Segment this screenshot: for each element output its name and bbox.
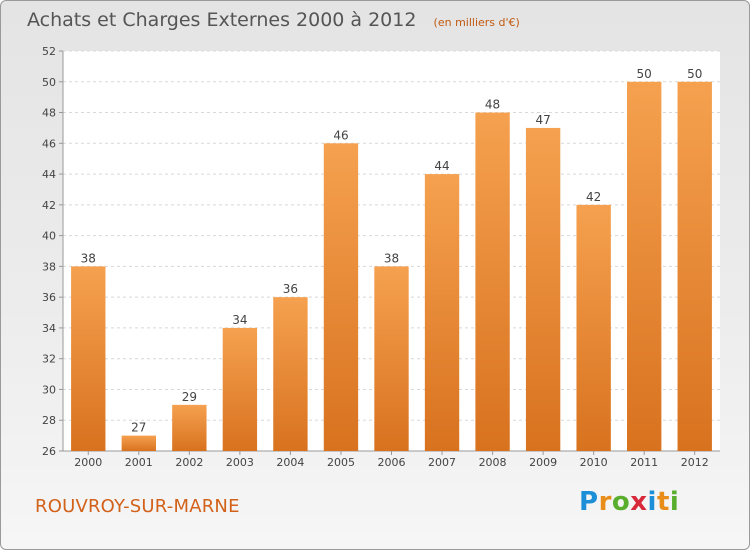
data-label-2003: 34 xyxy=(232,313,247,327)
x-tick-label-2007: 2007 xyxy=(428,456,456,469)
data-label-2011: 50 xyxy=(637,67,652,81)
data-label-2002: 29 xyxy=(182,390,197,404)
x-tick-label-2010: 2010 xyxy=(580,456,608,469)
x-tick-label-2000: 2000 xyxy=(74,456,102,469)
bar-2011 xyxy=(627,81,662,452)
data-label-2007: 44 xyxy=(434,159,449,173)
x-tick-label-2008: 2008 xyxy=(479,456,507,469)
data-label-2001: 27 xyxy=(131,421,146,435)
bar-2010 xyxy=(576,204,611,451)
data-label-2004: 36 xyxy=(283,282,298,296)
x-tick-label-2004: 2004 xyxy=(276,456,304,469)
data-label-2000: 38 xyxy=(81,251,96,265)
data-label-2009: 47 xyxy=(535,113,550,127)
chart-header: Achats et Charges Externes 2000 à 2012 (… xyxy=(27,9,520,31)
bar-2003 xyxy=(222,327,258,451)
bar-2005 xyxy=(323,143,359,452)
data-label-2008: 48 xyxy=(485,98,500,112)
x-tick-label-2006: 2006 xyxy=(378,456,406,469)
y-tick-label: 30 xyxy=(42,383,56,396)
bar-2001 xyxy=(121,435,156,451)
data-label-2010: 42 xyxy=(586,190,601,204)
y-tick-label: 38 xyxy=(42,260,56,273)
x-tick-label-2003: 2003 xyxy=(226,456,254,469)
y-tick-label: 34 xyxy=(42,322,56,335)
bar-2012 xyxy=(677,81,712,452)
x-tick-label-2009: 2009 xyxy=(529,456,557,469)
x-tick-label-2002: 2002 xyxy=(175,456,203,469)
y-tick-label: 36 xyxy=(42,291,56,304)
x-tick-label-2011: 2011 xyxy=(630,456,658,469)
y-tick-label: 32 xyxy=(42,353,56,366)
bar-2004 xyxy=(273,297,308,451)
place-name: ROUVROY-SUR-MARNE xyxy=(35,496,240,517)
chart-unit: (en milliers d'€) xyxy=(433,16,520,29)
bar-2009 xyxy=(525,127,561,451)
data-label-2006: 38 xyxy=(384,251,399,265)
bar-2008 xyxy=(475,112,510,452)
proxiti-logo: Proxiti xyxy=(579,487,680,517)
y-tick-label: 26 xyxy=(42,445,56,458)
y-tick-label: 40 xyxy=(42,230,56,243)
x-tick-label-2012: 2012 xyxy=(681,456,709,469)
y-tick-label: 42 xyxy=(42,199,56,212)
y-tick-label: 48 xyxy=(42,107,56,120)
x-tick-label-2001: 2001 xyxy=(125,456,153,469)
y-tick-label: 28 xyxy=(42,414,56,427)
y-tick-label: 46 xyxy=(42,137,56,150)
data-label-2012: 50 xyxy=(687,67,702,81)
bar-2000 xyxy=(71,266,106,451)
data-label-2005: 46 xyxy=(333,128,348,142)
y-tick-label: 50 xyxy=(42,76,56,89)
chart-title: Achats et Charges Externes 2000 à 2012 xyxy=(27,9,417,31)
x-tick-label-2005: 2005 xyxy=(327,456,355,469)
bar-2006 xyxy=(374,266,409,451)
y-tick-label: 44 xyxy=(42,168,56,181)
y-tick-label: 52 xyxy=(42,45,56,58)
bar-2002 xyxy=(172,404,207,451)
bar-2007 xyxy=(424,174,460,452)
